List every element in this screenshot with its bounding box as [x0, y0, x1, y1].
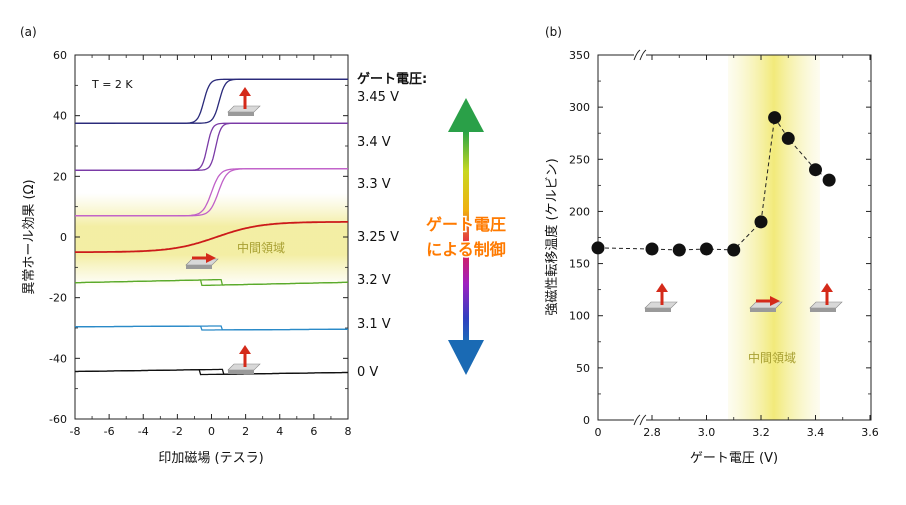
x-tick-label: 0 [208, 425, 215, 438]
x-tick-label: 4 [276, 425, 283, 438]
hall-curve-return [75, 122, 348, 171]
intermediate-band-b [728, 55, 820, 420]
gate-control-text-line2: による制御 [426, 240, 506, 259]
panel-a-ylabel: 異常ホール効果 (Ω) [22, 179, 37, 294]
series-label: 3.45 V [357, 90, 399, 105]
x-tick-label: 3.4 [807, 426, 825, 439]
tc-data-point [672, 243, 686, 257]
panel-b-ticks: 0 2.8 3.0 3.2 3.4 3.6 0 50 100 150 200 250 300 350 [569, 49, 879, 439]
y-tick-label: 100 [569, 310, 590, 323]
x-tick-label: 3.2 [752, 426, 770, 439]
panel-a-curves [74, 78, 349, 376]
panel-b-points [591, 111, 836, 257]
magnet-up-icon [644, 283, 678, 312]
y-tick-label: 200 [569, 205, 590, 218]
panel-a-xlabel: 印加磁場 (テスラ) [158, 451, 263, 466]
tc-data-point [645, 242, 659, 256]
y-tick-label: 0 [60, 231, 67, 244]
tc-dashed-line [597, 116, 830, 251]
hall-curve-return [75, 78, 348, 124]
x-tick-label: 2 [242, 425, 249, 438]
series-labels: 3.45 V 3.4 V 3.3 V 3.25 V 3.2 V 3.1 V 0 V [357, 90, 399, 380]
y-tick-label: 60 [53, 49, 67, 62]
magnet-up-icon [227, 345, 261, 374]
x-tick-label: 2.8 [643, 426, 661, 439]
x-tick-label: -8 [70, 425, 81, 438]
gate-control-arrow-icon [448, 98, 484, 375]
x-tick-label: -6 [104, 425, 115, 438]
tc-data-point [822, 173, 836, 187]
x-tick-label: -4 [138, 425, 149, 438]
panel-a-label: (a) [20, 25, 37, 39]
series-label: 3.3 V [357, 177, 391, 192]
series-label: 3.2 V [357, 273, 391, 288]
y-tick-label: -20 [49, 292, 67, 305]
y-tick-label: -60 [49, 413, 67, 426]
axis-break [634, 52, 646, 58]
tc-data-point [809, 163, 822, 177]
panel-b-label: (b) [545, 25, 562, 39]
hall-curve-return [75, 368, 348, 375]
tc-data-point [768, 111, 782, 125]
axis-break-icon [633, 49, 647, 61]
panel-b-ylabel: 強磁性転移温度 (ケルビン) [544, 158, 560, 315]
panel-b-intermediate-label: 中間領域 [748, 350, 796, 365]
hall-curve-return [75, 168, 348, 217]
tc-data-point [781, 131, 795, 145]
y-tick-label: 250 [569, 153, 590, 166]
y-tick-label: 50 [576, 362, 590, 375]
magnet-inplane-icon [185, 253, 219, 269]
tc-data-point [591, 241, 605, 255]
x-tick-label: 3.0 [698, 426, 716, 439]
series-label: 3.25 V [357, 230, 399, 245]
panel-b-xlabel: ゲート電圧 (V) [690, 451, 778, 466]
magnet-up-icon [809, 283, 843, 312]
magnet-up-icon [227, 87, 261, 116]
y-tick-label: 350 [569, 49, 590, 62]
temperature-annotation: T = 2 K [91, 78, 133, 91]
panel-a-intermediate-label: 中間領域 [237, 240, 285, 255]
series-label: 3.4 V [357, 135, 391, 150]
y-tick-label: 20 [53, 170, 67, 183]
y-tick-label: 150 [569, 258, 590, 271]
gate-control-text-line1: ゲート電圧 [426, 215, 506, 234]
x-tick-label: 0 [595, 426, 602, 439]
x-tick-label: -2 [172, 425, 183, 438]
magnet-inplane-icon [749, 296, 783, 312]
y-tick-label: 300 [569, 101, 590, 114]
y-tick-label: 40 [53, 110, 67, 123]
x-tick-label: 8 [345, 425, 352, 438]
x-tick-label: 6 [310, 425, 317, 438]
tc-data-point [754, 215, 768, 229]
hall-curve [75, 221, 348, 253]
series-label: 0 V [357, 365, 378, 380]
tc-data-point [727, 243, 741, 257]
x-tick-label: 3.6 [861, 426, 879, 439]
y-tick-label: 0 [583, 414, 590, 427]
hall-curve-return [75, 278, 348, 286]
tc-data-point [700, 242, 713, 256]
axis-break-icon [633, 414, 647, 426]
series-label: 3.1 V [357, 317, 391, 332]
hall-curve-return [74, 325, 349, 331]
y-tick-label: -40 [49, 352, 67, 365]
axis-break [634, 417, 646, 423]
gate-voltage-legend-title: ゲート電圧: [357, 71, 427, 87]
